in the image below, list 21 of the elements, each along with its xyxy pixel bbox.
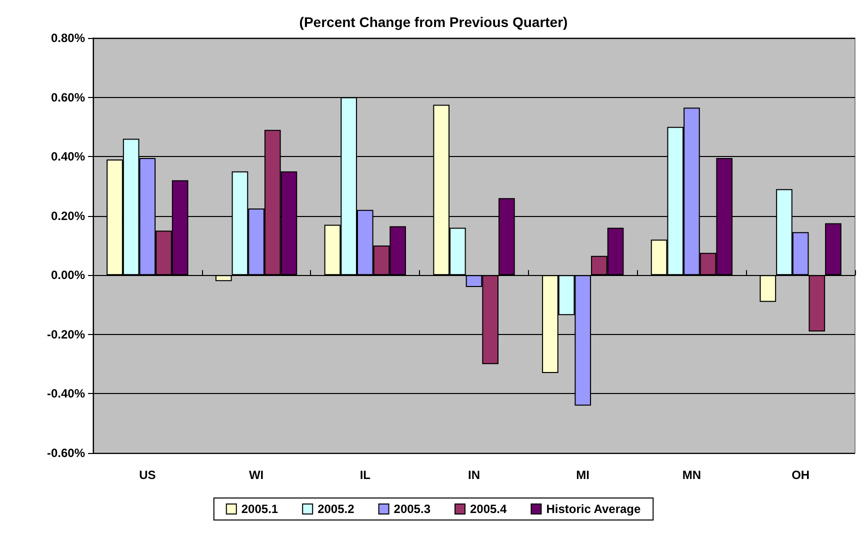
legend-label: Historic Average [546,502,641,516]
x-tick-label: MN [682,468,702,482]
y-tick-label: -0.40% [46,386,86,401]
legend-label: 2005.3 [394,502,431,516]
x-tick-label: IN [468,468,480,482]
legend-label: 2005.2 [318,502,355,516]
chart-title: (Percent Change from Previous Quarter) [299,14,568,30]
x-tick-label: OH [792,468,810,482]
y-tick-label: 0.40% [50,150,86,164]
y-tick-label: 0.20% [50,208,86,223]
y-tick-label: -0.20% [46,327,86,342]
x-tick-label: IL [360,468,370,482]
y-tick-label: -0.60% [46,446,86,460]
x-tick-label: MI [576,468,590,482]
x-tick-label: WI [248,468,264,482]
legend-label: 2005.1 [241,502,278,516]
y-tick-label: 0.60% [50,90,86,104]
y-tick-label: 0.80% [50,31,86,45]
legend-label: 2005.4 [470,502,508,516]
y-tick-label: 0.00% [50,268,86,282]
x-tick-label: US [139,468,156,482]
